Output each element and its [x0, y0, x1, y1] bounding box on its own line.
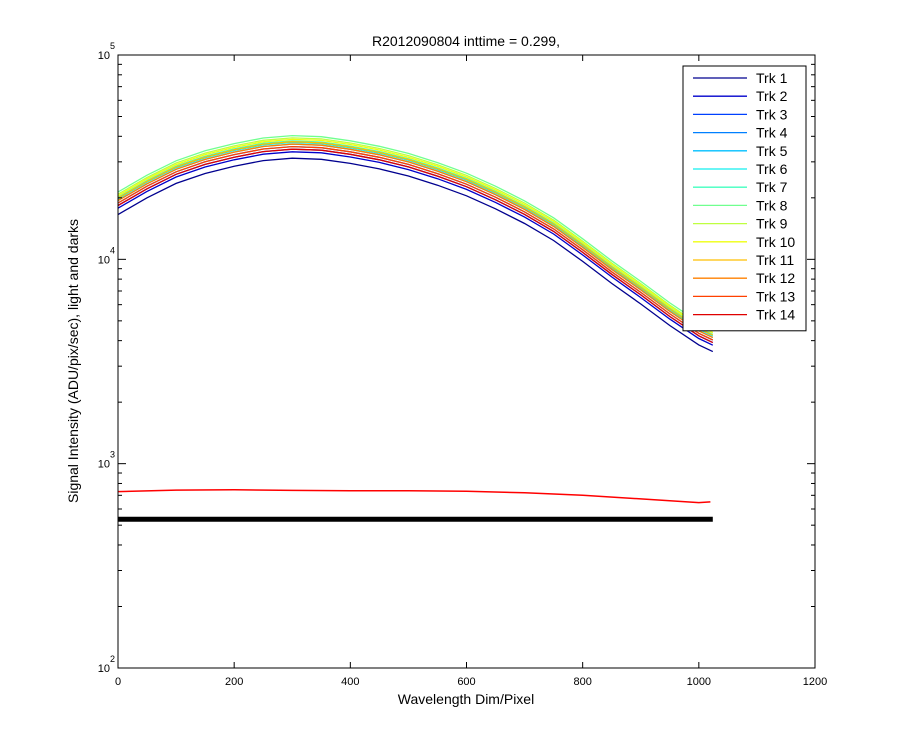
x-tick-label: 800	[573, 676, 591, 688]
series-line-trk-10	[117, 138, 714, 334]
labels-layer: R2012090804 inttime = 0.299, Wavelength …	[65, 33, 560, 707]
y-tick-exponent: 3	[110, 450, 115, 460]
x-tick-label: 200	[225, 676, 243, 688]
y-tick-label: 10	[98, 50, 110, 62]
legend-label: Trk 10	[756, 234, 795, 250]
dark-line	[117, 489, 711, 504]
y-tick-label: 10	[98, 459, 110, 471]
y-axis-label: Signal Intensity (ADU/pix/sec), light an…	[65, 219, 81, 503]
legend-label: Trk 9	[756, 216, 788, 232]
legend: Trk 1 Trk 2 Trk 3 Trk 4 Trk 5 Trk 6 Trk 7 Trk 8…	[682, 65, 807, 332]
series-line-trk-8	[117, 134, 714, 330]
legend-label: Trk 6	[756, 161, 788, 177]
legend-label: Trk 7	[756, 179, 788, 195]
series-line-trk-13	[117, 145, 714, 341]
series-line-trk-2	[117, 151, 714, 346]
series-line-trk-11	[117, 141, 714, 336]
legend-label: Trk 13	[756, 288, 795, 304]
chart-title: R2012090804 inttime = 0.299,	[372, 33, 560, 49]
legend-label: Trk 3	[756, 106, 788, 122]
y-tick-exponent: 4	[110, 245, 115, 255]
y-tick-exponent: 5	[110, 41, 115, 51]
legend-label: Trk 4	[756, 125, 788, 141]
x-axis-label: Wavelength Dim/Pixel	[398, 691, 534, 707]
x-tick-label: 1000	[687, 676, 711, 688]
x-tick-label: 600	[457, 676, 475, 688]
series-line-trk-7	[117, 140, 714, 335]
legend-label: Trk 2	[756, 88, 788, 104]
legend-label: Trk 14	[756, 307, 795, 323]
series-line-trk-4	[117, 145, 714, 341]
x-tick-label: 400	[341, 676, 359, 688]
series-line-trk-1	[117, 157, 714, 353]
series-line-trk-14	[117, 148, 714, 344]
legend-label: Trk 5	[756, 143, 788, 159]
legend-label: Trk 8	[756, 197, 788, 213]
x-tick-label: 1200	[803, 676, 827, 688]
series-line-trk-9	[117, 137, 714, 332]
y-tick-label: 10	[98, 663, 110, 675]
series-line-trk-12	[117, 143, 714, 339]
x-tick-label: 0	[115, 676, 121, 688]
series-line-trk-6	[117, 141, 714, 337]
legend-box	[682, 65, 807, 332]
legend-label: Trk 1	[756, 70, 788, 86]
y-tick-exponent: 2	[110, 654, 115, 664]
y-tick-label: 10	[98, 254, 110, 266]
series-layer	[117, 134, 714, 522]
legend-label: Trk 12	[756, 270, 795, 286]
legend-label: Trk 11	[756, 252, 794, 268]
